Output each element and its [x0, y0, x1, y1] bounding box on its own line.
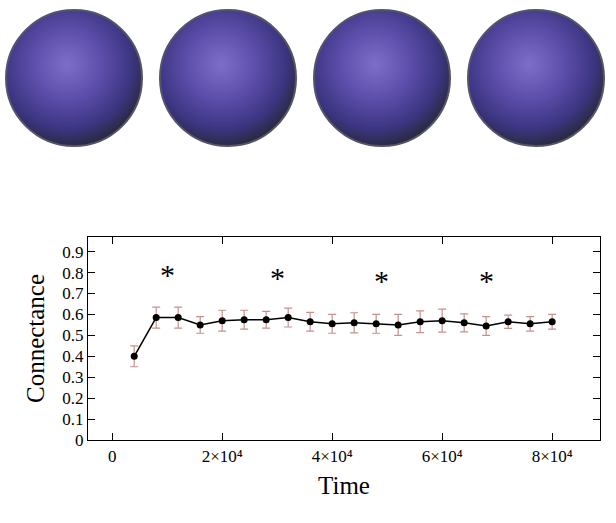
- svg-text:0: 0: [75, 431, 84, 450]
- svg-text:*: *: [270, 261, 285, 294]
- svg-text:Time: Time: [318, 472, 370, 499]
- svg-text:0.5: 0.5: [62, 326, 83, 345]
- svg-text:0.4: 0.4: [62, 347, 84, 366]
- svg-text:0.7: 0.7: [62, 284, 84, 303]
- svg-text:6×10⁴: 6×10⁴: [422, 447, 463, 466]
- svg-text:0.3: 0.3: [62, 368, 83, 387]
- svg-text:8×10⁴: 8×10⁴: [532, 447, 573, 466]
- svg-text:Connectance: Connectance: [22, 274, 49, 403]
- svg-text:*: *: [374, 264, 389, 297]
- svg-text:2×10⁴: 2×10⁴: [202, 447, 243, 466]
- svg-text:0.1: 0.1: [62, 410, 83, 429]
- svg-text:*: *: [479, 264, 494, 297]
- svg-text:0: 0: [108, 447, 117, 466]
- svg-text:*: *: [160, 258, 175, 291]
- svg-text:0.9: 0.9: [62, 243, 83, 262]
- svg-text:0.2: 0.2: [62, 389, 83, 408]
- svg-text:4×10⁴: 4×10⁴: [312, 447, 353, 466]
- svg-text:0.6: 0.6: [62, 305, 83, 324]
- svg-text:0.8: 0.8: [62, 264, 83, 283]
